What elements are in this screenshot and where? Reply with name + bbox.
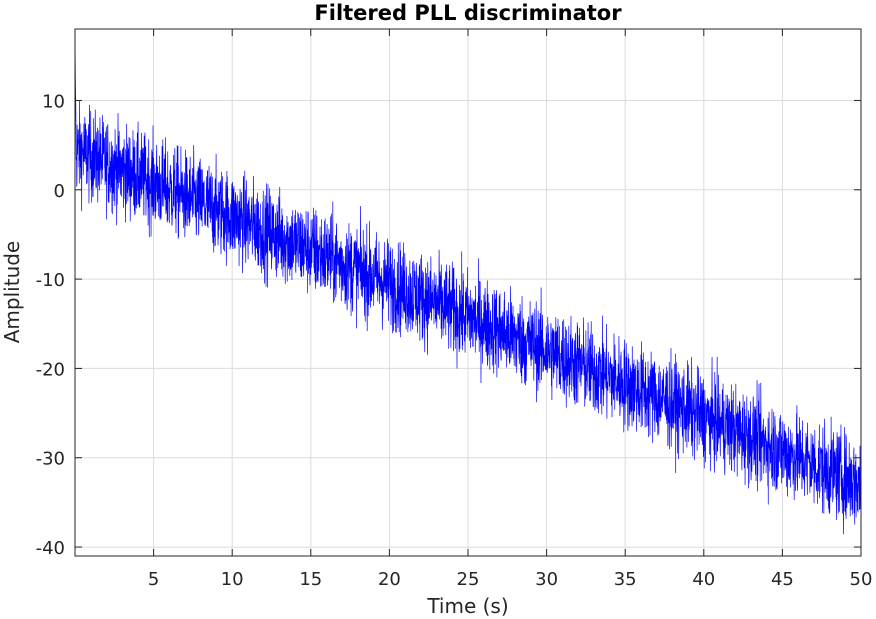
x-tick-label: 30 bbox=[535, 569, 558, 590]
grid-lines bbox=[75, 29, 862, 556]
x-tick-label: 50 bbox=[850, 569, 873, 590]
x-tick-label: 10 bbox=[221, 569, 244, 590]
y-tick-label: -20 bbox=[36, 359, 65, 380]
x-tick-labels: 5 10 15 20 25 30 35 40 45 50 bbox=[148, 569, 873, 590]
x-tick-label: 25 bbox=[457, 569, 480, 590]
series-line bbox=[74, 28, 862, 535]
x-axis-label: Time (s) bbox=[426, 594, 508, 618]
tick-marks bbox=[75, 29, 862, 556]
y-tick-label: 10 bbox=[42, 91, 65, 112]
x-tick-label: 15 bbox=[299, 569, 322, 590]
y-tick-labels: 10 0 -10 -20 -30 -40 bbox=[36, 91, 65, 559]
x-tick-label: 45 bbox=[771, 569, 794, 590]
x-tick-label: 35 bbox=[614, 569, 637, 590]
x-tick-label: 40 bbox=[692, 569, 715, 590]
x-tick-label: 5 bbox=[148, 569, 159, 590]
y-axis-label: Amplitude bbox=[0, 241, 24, 344]
x-tick-label: 20 bbox=[378, 569, 401, 590]
y-tick-label: -30 bbox=[36, 449, 65, 470]
y-tick-label: -40 bbox=[36, 538, 65, 559]
chart-title: Filtered PLL discriminator bbox=[314, 1, 622, 25]
y-tick-label: 0 bbox=[54, 181, 65, 202]
y-tick-label: -10 bbox=[36, 270, 65, 291]
